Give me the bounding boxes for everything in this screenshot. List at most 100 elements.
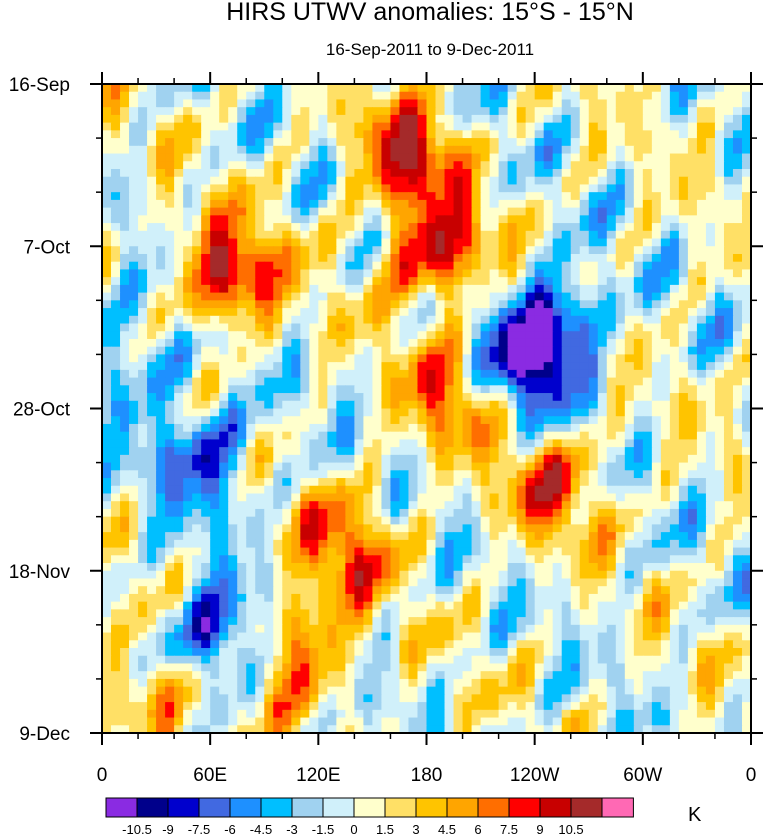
heat-cell — [363, 609, 374, 618]
heat-cell — [354, 508, 364, 518]
heat-cell — [255, 145, 265, 155]
heat-cell — [219, 130, 229, 139]
heat-cell — [399, 107, 410, 116]
heat-cell — [615, 354, 626, 363]
heat-cell — [381, 478, 392, 487]
heat-cell — [624, 539, 635, 549]
heat-cell — [543, 447, 554, 456]
heat-cell — [570, 207, 581, 216]
heat-cell — [507, 555, 518, 564]
heat-cell — [129, 539, 139, 549]
heat-cell — [183, 485, 193, 495]
heat-cell — [453, 107, 464, 116]
heat-cell — [570, 609, 581, 618]
heat-cell — [606, 130, 617, 139]
heat-cell — [336, 199, 346, 209]
heat-cell — [363, 145, 374, 155]
heat-cell — [498, 354, 509, 363]
heat-cell — [345, 199, 355, 209]
heat-cell — [273, 416, 283, 425]
heat-cell — [498, 199, 509, 209]
heat-cell — [300, 346, 310, 356]
heat-cell — [255, 570, 265, 580]
heat-cell — [273, 192, 283, 201]
heat-cell — [444, 145, 455, 155]
heat-cell — [723, 485, 734, 495]
heat-cell — [507, 516, 518, 525]
heat-cell — [372, 184, 383, 193]
heat-cell — [408, 385, 419, 394]
heat-cell — [678, 555, 689, 564]
heat-cell — [606, 153, 617, 162]
heat-cell — [624, 223, 635, 232]
heat-cell — [273, 261, 283, 271]
heat-cell — [606, 570, 617, 580]
heat-cell — [246, 176, 256, 186]
heat-cell — [237, 230, 247, 240]
heat-cell — [732, 493, 743, 502]
heat-cell — [561, 439, 572, 448]
heat-cell — [561, 261, 572, 271]
chart-title: HIRS UTWV anomalies: 15°S - 15°N — [226, 0, 634, 26]
heat-cell — [642, 601, 653, 610]
heat-cell — [318, 369, 328, 379]
heat-cell — [165, 493, 175, 502]
heat-cell — [309, 184, 319, 193]
heat-cell — [552, 184, 563, 193]
heat-cell — [174, 153, 184, 162]
heat-cell — [723, 532, 734, 541]
heat-cell — [453, 300, 464, 309]
heat-cell — [381, 377, 392, 386]
heat-cell — [462, 609, 473, 618]
heat-cell — [678, 601, 689, 610]
heat-cell — [219, 168, 229, 178]
heat-cell — [246, 323, 256, 332]
heat-cell — [399, 539, 410, 549]
heat-cell — [633, 130, 644, 139]
heat-cell — [732, 346, 743, 356]
heat-cell — [615, 547, 626, 556]
heat-cell — [165, 362, 175, 371]
heat-cell — [471, 99, 482, 108]
heat-cell — [372, 586, 383, 595]
heat-cell — [327, 346, 337, 356]
heat-cell — [129, 416, 139, 425]
heat-cell — [462, 308, 473, 317]
heat-cell — [687, 377, 698, 386]
heat-cell — [345, 617, 355, 626]
heat-cell — [165, 192, 175, 201]
heat-cell — [138, 508, 148, 518]
heat-cell — [237, 485, 247, 495]
heat-cell — [327, 362, 337, 371]
heat-cell — [219, 601, 229, 610]
heat-cell — [264, 122, 274, 131]
heat-cell — [624, 153, 635, 162]
heat-cell — [273, 300, 283, 309]
heat-cell — [534, 308, 545, 317]
heat-cell — [543, 586, 554, 595]
heat-cell — [381, 578, 392, 587]
heat-cell — [462, 122, 473, 131]
heat-cell — [678, 416, 689, 425]
heat-cell — [129, 447, 139, 456]
heat-cell — [489, 168, 500, 178]
heat-cell — [696, 99, 707, 108]
heat-cell — [714, 570, 725, 580]
heat-cell — [201, 261, 211, 271]
heat-cell — [678, 454, 689, 464]
heat-cell — [111, 362, 121, 371]
heat-cell — [723, 454, 734, 464]
heat-cell — [291, 238, 301, 247]
heat-cell — [678, 570, 689, 580]
heat-cell — [615, 153, 626, 162]
heat-cell — [480, 501, 491, 510]
heat-cell — [273, 532, 283, 541]
heat-cell — [471, 145, 482, 155]
heat-cell — [246, 261, 256, 271]
heat-cell — [282, 478, 292, 487]
heat-cell — [219, 516, 229, 525]
heat-cell — [624, 230, 635, 240]
heat-cell — [453, 122, 464, 131]
heat-cell — [435, 145, 446, 155]
heat-cell — [570, 423, 581, 433]
